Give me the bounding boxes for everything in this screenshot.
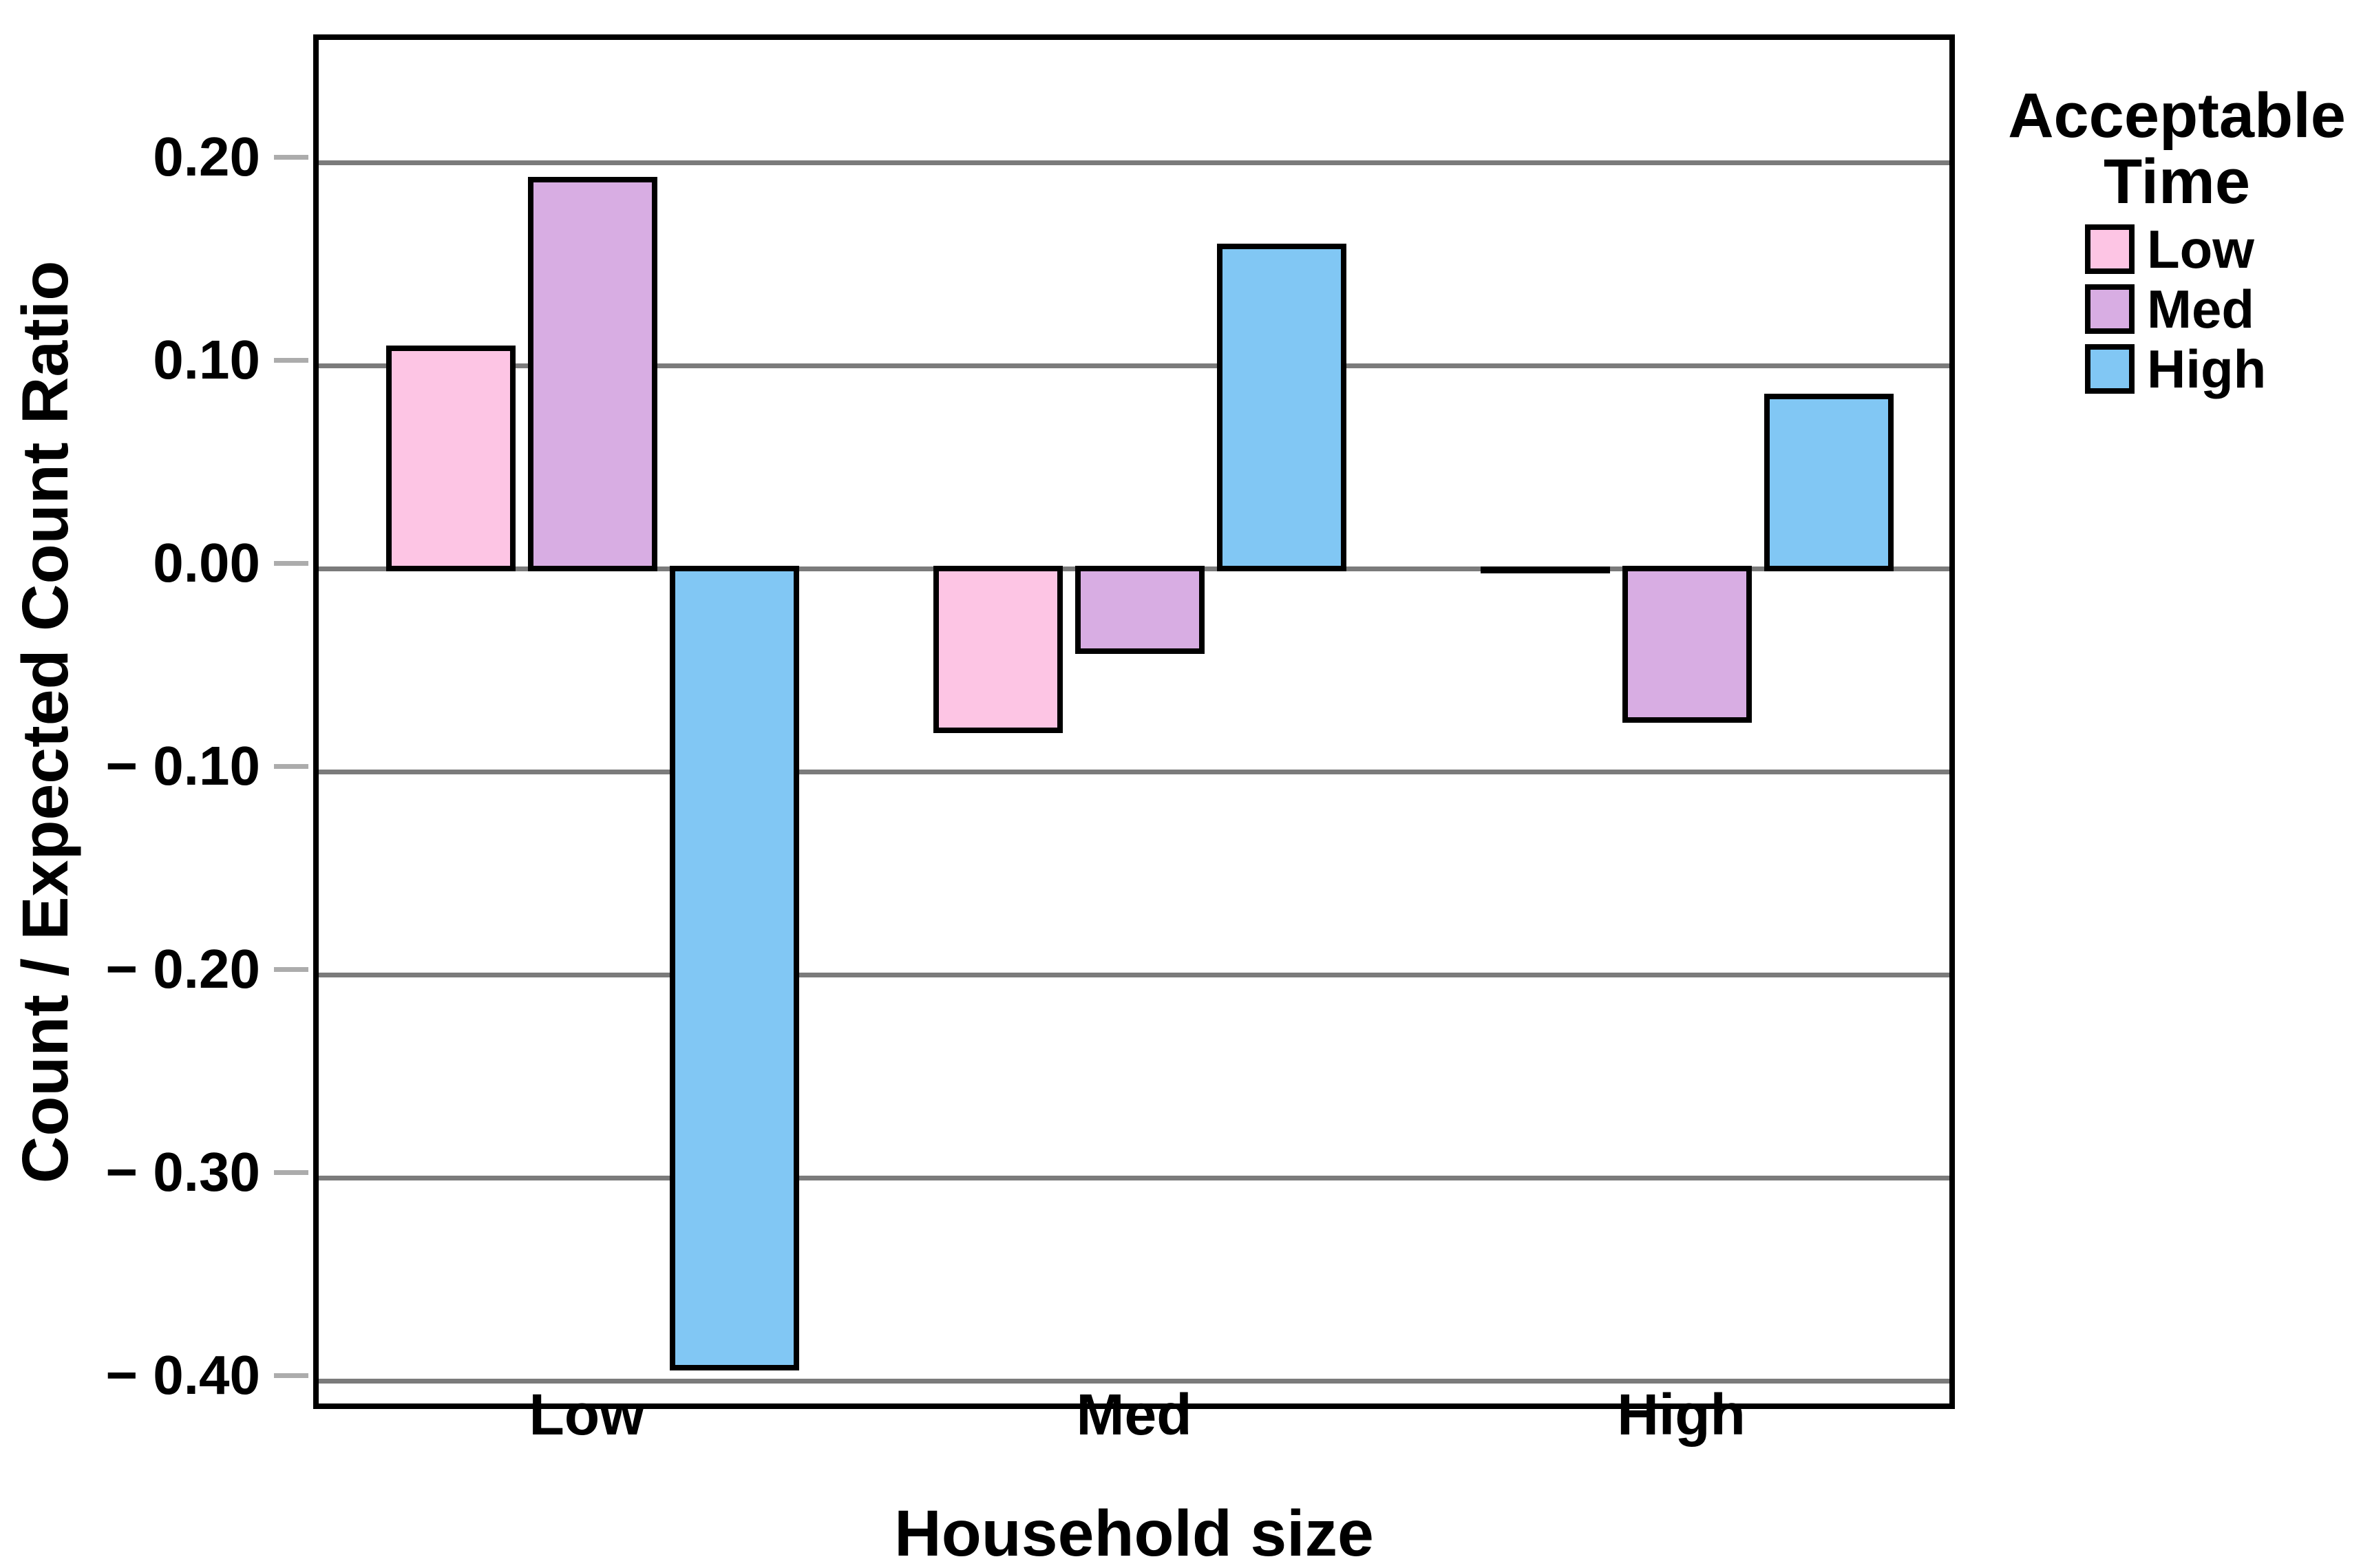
bar-low-high xyxy=(669,566,799,1371)
y-tick-label: 0.00 xyxy=(153,532,260,593)
legend-title-line2: Time xyxy=(2103,147,2251,217)
gridline xyxy=(319,1379,1949,1384)
gridline xyxy=(319,363,1949,368)
y-tick-label: − 0.10 xyxy=(105,735,260,796)
gridline xyxy=(319,160,1949,165)
legend-swatch-high xyxy=(2085,344,2135,394)
y-tick-mark xyxy=(274,358,308,363)
x-tick-label-low: Low xyxy=(529,1382,645,1447)
y-tick-label: − 0.20 xyxy=(105,938,260,999)
gridline xyxy=(319,1176,1949,1180)
y-tick-mark xyxy=(274,155,308,160)
y-tick-label: − 0.30 xyxy=(105,1141,260,1203)
y-tick-mark xyxy=(274,561,308,566)
y-tick-mark xyxy=(274,967,308,972)
legend-item-med: Med xyxy=(2085,279,2266,339)
bar-low-med xyxy=(527,176,657,571)
bar-low-low xyxy=(385,345,516,571)
x-tick-label-high: High xyxy=(1617,1382,1746,1447)
x-axis-title: Household size xyxy=(894,1497,1374,1568)
bar-high-med xyxy=(1622,566,1752,723)
gridline xyxy=(319,973,1949,977)
y-tick-mark xyxy=(274,1170,308,1175)
legend-swatch-med xyxy=(2085,284,2135,334)
legend-label-low: Low xyxy=(2147,219,2254,279)
y-tick-mark xyxy=(274,764,308,769)
y-tick-label: 0.20 xyxy=(153,126,260,187)
bar-med-med xyxy=(1074,566,1205,654)
legend-item-low: Low xyxy=(2085,219,2266,279)
y-axis-title: Count / Expected Count Ratio xyxy=(9,260,82,1183)
y-tick-mark xyxy=(274,1373,308,1378)
legend-title: Acceptable Time xyxy=(1993,83,2361,215)
legend-label-high: High xyxy=(2147,339,2267,399)
bar-med-low xyxy=(933,566,1063,733)
bar-med-high xyxy=(1216,244,1346,571)
plot-area xyxy=(313,34,1955,1409)
y-tick-label: − 0.40 xyxy=(105,1344,260,1406)
legend-label-med: Med xyxy=(2147,279,2254,339)
legend-title-line1: Acceptable xyxy=(2008,81,2346,151)
legend-item-list: Low Med High xyxy=(2085,219,2267,404)
y-tick-label: 0.10 xyxy=(153,329,260,390)
bar-high-low xyxy=(1480,566,1610,573)
legend-swatch-low xyxy=(2085,224,2135,274)
bar-high-high xyxy=(1764,394,1894,571)
x-tick-label-med: Med xyxy=(1076,1382,1192,1447)
gridline xyxy=(319,770,1949,774)
legend-item-high: High xyxy=(2085,339,2267,399)
